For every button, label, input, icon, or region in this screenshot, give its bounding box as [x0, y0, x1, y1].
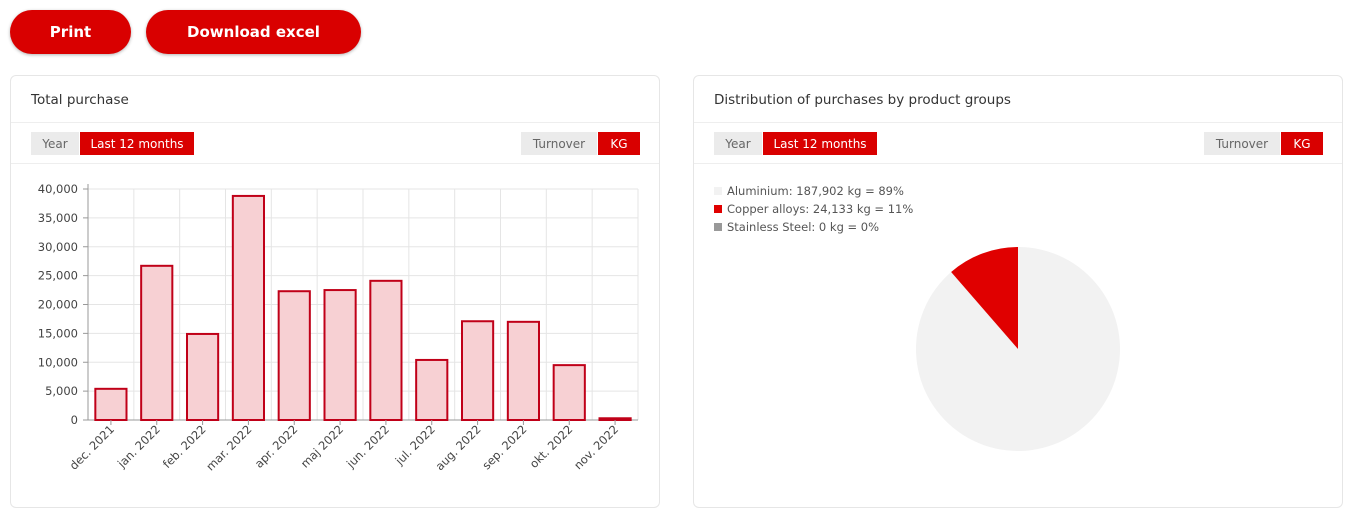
legend-swatch	[714, 205, 722, 213]
bar	[506, 320, 541, 422]
bar	[598, 417, 632, 421]
x-tick-label: dec. 2021	[67, 422, 117, 472]
toggle[interactable]: Year	[714, 132, 762, 155]
pie-slice	[951, 247, 1018, 349]
toggle[interactable]: Last 12 months	[80, 132, 194, 155]
print-button[interactable]: Print	[10, 10, 131, 54]
x-tick-label: feb. 2022	[160, 422, 209, 471]
bar	[277, 290, 311, 421]
download-button[interactable]: Download excel	[146, 10, 361, 54]
x-tick-label: jan. 2022	[114, 422, 163, 471]
x-tick-label: jun. 2022	[343, 422, 392, 471]
y-tick-label: 25,000	[38, 269, 78, 283]
x-tick-label: mar. 2022	[203, 422, 254, 473]
legend-label: Aluminium: 187,902 kg = 89%	[727, 184, 904, 198]
bar	[552, 364, 586, 422]
legend-label: Copper alloys: 24,133 kg = 11%	[727, 202, 913, 216]
legend-swatch	[714, 223, 722, 231]
toggle[interactable]: Last 12 months	[763, 132, 877, 155]
panel-title: Total purchase	[31, 92, 129, 108]
toggle[interactable]: KG	[598, 132, 640, 155]
y-tick-label: 0	[71, 413, 78, 427]
x-tick-label: aug. 2022	[433, 422, 484, 473]
toggle[interactable]: Turnover	[1204, 132, 1280, 155]
bar	[94, 387, 128, 422]
divider	[694, 163, 1342, 164]
x-tick-label: nov. 2022	[571, 422, 621, 472]
bar	[415, 358, 449, 422]
panel-title: Distribution of purchases by product gro…	[714, 92, 1011, 108]
y-tick-label: 10,000	[38, 355, 78, 369]
x-tick-label: sep. 2022	[479, 422, 529, 472]
divider	[11, 163, 659, 164]
x-tick-label: maj 2022	[298, 422, 346, 470]
y-tick-label: 40,000	[38, 182, 78, 196]
panel: Distribution of purchases by product gro…	[693, 75, 1343, 508]
y-tick-label: 5,000	[45, 384, 78, 398]
x-tick-label: jul. 2022	[392, 422, 438, 468]
y-tick-label: 35,000	[38, 211, 78, 225]
toggle[interactable]: Turnover	[521, 132, 597, 155]
bar	[461, 320, 495, 421]
toggle[interactable]: KG	[1281, 132, 1323, 155]
x-tick-label: apr. 2022	[252, 422, 301, 471]
bar	[186, 332, 220, 422]
y-tick-label: 15,000	[38, 326, 78, 340]
y-tick-label: 20,000	[38, 298, 78, 312]
bar	[231, 194, 265, 421]
toggle[interactable]: Year	[31, 132, 79, 155]
bar	[323, 289, 357, 421]
y-tick-label: 30,000	[38, 240, 78, 254]
divider	[11, 122, 659, 123]
divider	[694, 122, 1342, 123]
panel: Total purchase Year Last 12 months Turno…	[10, 75, 660, 508]
x-tick-label: okt. 2022	[527, 422, 576, 471]
bar	[369, 279, 403, 422]
legend-label: Stainless Steel: 0 kg = 0%	[727, 220, 879, 234]
legend-swatch	[714, 187, 722, 195]
bar	[140, 264, 174, 421]
